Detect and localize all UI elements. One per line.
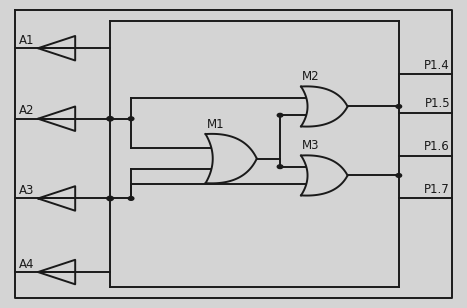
Text: A4: A4 bbox=[19, 257, 35, 270]
Text: A2: A2 bbox=[19, 104, 35, 117]
Circle shape bbox=[107, 117, 113, 121]
Circle shape bbox=[396, 174, 402, 177]
Text: P1.4: P1.4 bbox=[424, 59, 450, 72]
Text: A3: A3 bbox=[19, 184, 35, 197]
Circle shape bbox=[128, 197, 134, 200]
Text: P1.7: P1.7 bbox=[424, 183, 450, 196]
Circle shape bbox=[128, 117, 134, 120]
Text: M2: M2 bbox=[302, 71, 319, 83]
Text: P1.6: P1.6 bbox=[424, 140, 450, 153]
Circle shape bbox=[277, 113, 283, 117]
Text: P1.5: P1.5 bbox=[425, 97, 450, 110]
Text: A1: A1 bbox=[19, 34, 35, 47]
Circle shape bbox=[107, 196, 113, 201]
Text: M3: M3 bbox=[302, 140, 319, 152]
Circle shape bbox=[277, 165, 283, 168]
Circle shape bbox=[396, 105, 402, 108]
Text: M1: M1 bbox=[207, 118, 225, 131]
